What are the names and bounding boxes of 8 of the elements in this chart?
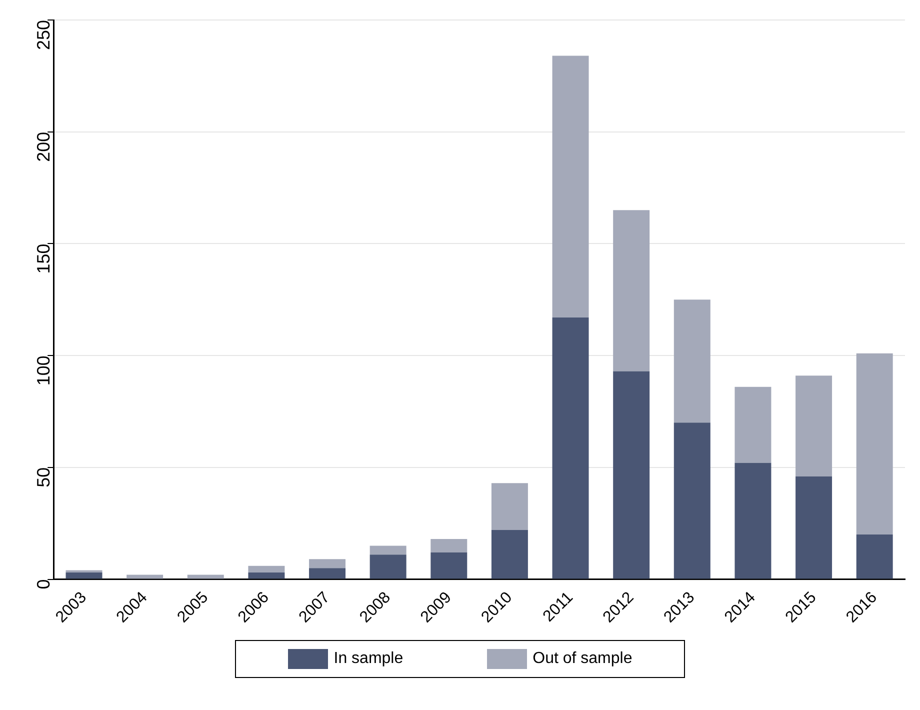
legend-label: In sample: [334, 650, 404, 668]
y-tick-label: 50: [34, 467, 54, 488]
y-tick-label: 200: [34, 132, 54, 162]
y-tick-label: 0: [34, 579, 54, 590]
y-tick-label: 150: [34, 244, 54, 274]
y-tick-label: 100: [34, 356, 54, 386]
legend-label: Out of sample: [532, 650, 632, 668]
y-tick-label: 250: [34, 20, 54, 50]
